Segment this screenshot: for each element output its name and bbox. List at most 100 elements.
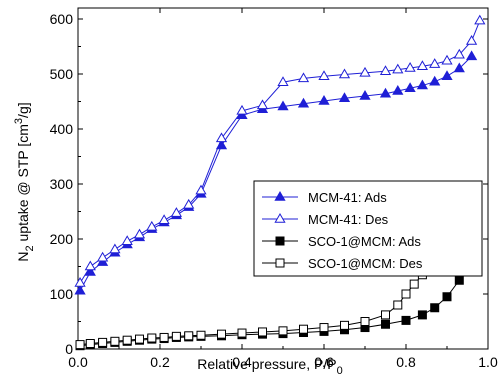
legend-label: MCM-41: Des <box>308 212 389 227</box>
legend-box <box>253 180 483 277</box>
data-point <box>318 94 330 105</box>
data-point <box>195 184 207 195</box>
data-point <box>381 319 390 329</box>
data-point <box>236 104 248 115</box>
data-point <box>430 303 440 313</box>
data-point <box>454 275 464 285</box>
y-tick-label: 500 <box>50 66 74 82</box>
y-tick-label: 200 <box>50 231 74 247</box>
y-axis-label: N2 uptake @ STP [cm3/g] <box>13 102 36 261</box>
data-point <box>429 75 441 86</box>
legend-marker <box>275 258 285 268</box>
data-point <box>404 82 416 93</box>
series-mcm-41-des <box>74 14 486 287</box>
data-point <box>392 85 404 95</box>
data-point <box>416 79 429 90</box>
data-point <box>360 317 370 326</box>
data-point <box>453 48 465 59</box>
data-point <box>416 60 429 71</box>
y-tick-label: 400 <box>50 121 74 137</box>
data-point <box>215 132 228 143</box>
x-tick-label: 0.4 <box>232 354 252 370</box>
data-point <box>258 327 267 337</box>
data-point <box>74 284 86 295</box>
data-point <box>109 243 121 254</box>
data-point <box>318 70 330 80</box>
x-tick-label: 0.6 <box>314 354 334 370</box>
data-point <box>277 100 289 111</box>
legend: MCM-41: Ads MCM-41: Des SCO-1@MCM: Ads SCO-… <box>253 180 483 277</box>
data-point <box>381 310 390 320</box>
y-tick-label: 0 <box>65 341 73 357</box>
data-point <box>158 214 170 225</box>
x-axis-ticks: 0.0 0.2 0.4 0.6 0.8 1.0 <box>68 8 498 370</box>
data-point <box>319 323 329 333</box>
data-point <box>170 207 183 217</box>
legend-label: SCO-1@MCM: Des <box>308 256 423 271</box>
x-tick-label: 1.0 <box>478 354 498 370</box>
data-point <box>409 279 419 289</box>
data-point <box>417 310 427 320</box>
data-point <box>121 235 133 245</box>
data-point <box>404 61 416 72</box>
data-point <box>84 260 96 271</box>
data-point <box>74 276 86 287</box>
data-point <box>441 70 453 80</box>
data-point <box>392 63 404 74</box>
data-point <box>429 58 441 68</box>
legend-marker <box>274 190 286 201</box>
data-point <box>256 99 269 110</box>
y-tick-label: 300 <box>50 176 74 192</box>
data-point <box>171 331 181 341</box>
data-point <box>184 331 194 341</box>
data-point <box>147 333 157 343</box>
data-point <box>379 87 392 98</box>
plot-border <box>77 7 489 350</box>
y-tick-label: 100 <box>50 286 74 302</box>
data-point <box>237 328 247 338</box>
x-tick-label: 0.0 <box>68 354 88 370</box>
data-point <box>196 330 206 340</box>
x-tick-label: 0.8 <box>396 354 416 370</box>
data-point <box>393 300 403 310</box>
data-point <box>75 340 85 350</box>
data-point <box>277 76 289 86</box>
data-point <box>122 335 132 345</box>
data-point <box>340 320 349 330</box>
legend-label: SCO-1@MCM: Ads <box>308 234 421 249</box>
data-point <box>401 289 411 299</box>
data-point <box>110 336 120 346</box>
data-point <box>96 251 109 262</box>
data-point <box>441 54 453 65</box>
legend-label: MCM-41: Ads <box>308 190 387 205</box>
data-point <box>133 228 146 239</box>
data-point <box>465 34 478 45</box>
x-tick-label: 0.2 <box>150 354 170 370</box>
y-tick-label: 600 <box>50 11 74 27</box>
data-point <box>135 334 144 344</box>
plot-frame <box>77 7 489 350</box>
data-point <box>442 292 452 302</box>
data-point <box>474 14 486 25</box>
data-point <box>98 337 108 347</box>
data-point <box>465 50 478 61</box>
y-axis-ticks: 0 100 200 300 400 500 600 <box>50 11 488 357</box>
data-point <box>299 324 308 334</box>
data-point <box>453 62 465 73</box>
data-point <box>297 97 310 108</box>
data-point <box>146 220 158 231</box>
data-point <box>401 315 411 325</box>
legend-marker <box>275 236 285 246</box>
data-point <box>278 326 288 336</box>
data-point <box>359 66 371 77</box>
data-point <box>85 339 95 348</box>
x-axis-label: Relative pressure, P/P0 <box>197 356 342 377</box>
data-point <box>217 329 226 339</box>
data-point <box>338 68 351 79</box>
data-point <box>338 92 351 102</box>
data-point <box>359 89 371 100</box>
data-point <box>379 65 392 75</box>
data-point <box>159 332 169 342</box>
